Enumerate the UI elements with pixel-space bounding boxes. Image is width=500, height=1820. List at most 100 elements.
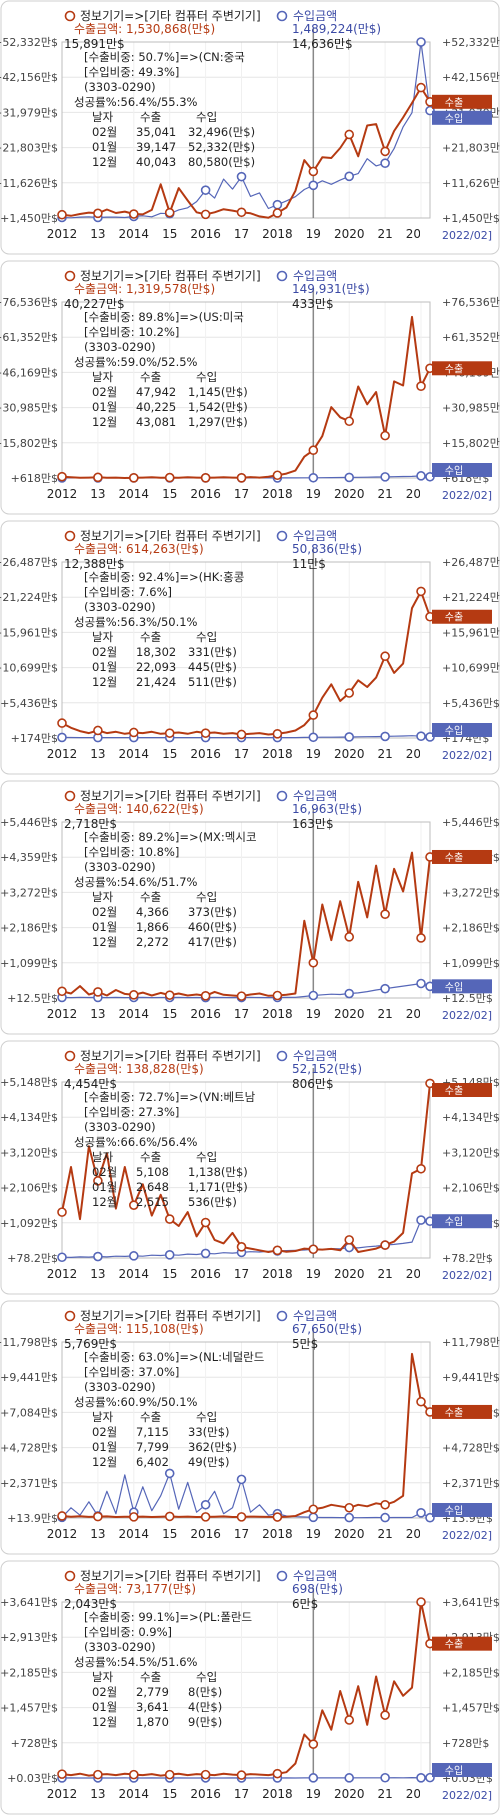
table-month: 01월	[92, 1700, 117, 1714]
export-series-line-point	[236, 729, 247, 740]
x-tick-label: 2016	[190, 747, 221, 761]
table-import-value: 1,138(만$)	[188, 1165, 248, 1179]
table-import-value: 460(만$)	[188, 920, 237, 934]
x-tick-label: 2020	[334, 487, 365, 501]
legend-import-marker	[276, 1310, 288, 1322]
legend-import-label: 수입금액	[293, 1049, 337, 1063]
x-tick-label: 2018	[262, 1527, 293, 1541]
import-series-line-point	[57, 732, 67, 743]
table-export-value: 40,225	[136, 400, 176, 414]
chart-svg: +3,641만$+3,641만$+2,913만$+2,913만$+2,185만$…	[0, 1560, 500, 1815]
export-total: 수출금액: 73,177(만$)	[74, 1582, 196, 1596]
table-header-date: 날자	[92, 370, 114, 384]
export-share: [수출비중: 89.2%]=>(MX:멕시코	[84, 830, 257, 844]
export-flag-bg	[432, 94, 492, 109]
y-tick-label-left: +618만$	[11, 472, 58, 485]
date-badge: 2022/02]	[442, 749, 492, 762]
table-export-value: 4,366	[136, 905, 169, 919]
import-series-line-point	[416, 978, 426, 989]
x-tick-label: 13	[90, 1267, 105, 1281]
table-month: 01월	[92, 400, 117, 414]
import-series-line-point	[164, 1468, 175, 1479]
export-peak: 12,388만$	[64, 557, 125, 571]
product-code: (3303-0290)	[84, 1380, 156, 1394]
panel-frame	[0, 260, 500, 515]
export-series-line-point	[57, 209, 67, 220]
table-export-value: 3,641	[136, 1700, 169, 1714]
legend-export-marker	[64, 530, 76, 542]
table-export-value: 2,779	[136, 1685, 169, 1699]
export-flag: 수출	[445, 612, 463, 624]
y-tick-label-left: +4,134만$	[0, 1111, 58, 1124]
table-header-import: 수입	[196, 630, 217, 644]
table-month: 12월	[92, 1455, 117, 1469]
import-series-line-point	[308, 990, 319, 1001]
export-flag: 수출	[445, 1639, 463, 1651]
y-tick-label-right: +42,156만$	[442, 71, 500, 84]
import-series-line-point	[380, 472, 390, 482]
y-tick-label-left: +78.2만$	[7, 1252, 58, 1265]
legend-export-marker	[64, 790, 76, 802]
export-flag-bg	[432, 849, 492, 864]
import-series-line-point	[200, 185, 211, 195]
legend-export-label: 정보기기=>[기타 컴퓨터 주변기기]	[80, 1049, 261, 1063]
import-series-line-point	[380, 1772, 390, 1783]
chart-panel: +26,487만$ +26,487만$ +21,224만$ +21,224만$ +15,…	[0, 520, 500, 775]
import-series-line-point	[308, 472, 319, 483]
x-tick-label: 2012	[47, 1267, 78, 1281]
x-tick-label: 17	[234, 227, 249, 241]
x-tick-label: 2012	[47, 1527, 78, 1541]
y-tick-label-left: +1,450만$	[0, 212, 58, 225]
legend-import-marker	[276, 1570, 288, 1582]
table-import-value: 80,580(만$)	[188, 155, 255, 169]
chart-svg: +5,148만$ +5,148만$+4,134만$ +4,134만$+3,120만$…	[0, 1040, 500, 1295]
import-series-line-point	[416, 731, 426, 741]
import-series-line-point	[380, 1512, 390, 1523]
x-tick-label: 2016	[190, 1527, 221, 1541]
x-tick-label: 2012	[47, 747, 78, 761]
chart-svg: +52,332만$ +52,332만$ +42,156만$ +42,156만$ +31,…	[0, 0, 500, 255]
export-series-line-point	[380, 1240, 390, 1250]
x-tick-label: 2012	[47, 1787, 78, 1801]
export-share: [수출비중: 89.8%]=>(US:미국	[84, 310, 244, 324]
table-export-value: 2,272	[136, 935, 169, 949]
export-series-line-point	[200, 473, 211, 483]
import-share: [수입비중: 7.6%]	[84, 585, 172, 599]
legend-import-marker	[276, 1050, 288, 1062]
table-export-value: 7,799	[136, 1440, 169, 1454]
table-month: 12월	[92, 415, 117, 429]
x-tick-label: 2020	[334, 227, 365, 241]
export-flag: 수출	[445, 97, 463, 109]
y-tick-label-left: +2,186만$	[0, 922, 58, 935]
export-series-line-point	[57, 1769, 67, 1779]
export-peak: 40,227만$	[64, 297, 125, 311]
x-tick-label: 13	[90, 1787, 105, 1801]
panel-frame	[0, 1040, 500, 1295]
export-series-line-point	[380, 909, 390, 919]
x-tick-label: 21	[377, 1007, 392, 1021]
legend-export-label: 정보기기=>[기타 컴퓨터 주변기기]	[80, 1569, 261, 1583]
product-code: (3303-0290)	[84, 860, 156, 874]
export-series-line-point	[308, 1739, 319, 1749]
export-series-line-point	[164, 207, 175, 218]
export-series-line-point	[129, 473, 139, 483]
table-month: 12월	[92, 935, 117, 949]
import-flag: 수입	[445, 724, 463, 737]
product-code: (3303-0290)	[84, 1120, 156, 1134]
export-series-line-point	[236, 1242, 247, 1252]
x-tick-label: 13	[90, 1007, 105, 1021]
export-series-line-point	[164, 1769, 175, 1780]
import-series-line-point	[416, 471, 426, 481]
legend-export-marker	[64, 1570, 76, 1582]
import-series-line-point	[416, 1508, 426, 1518]
product-code: (3303-0290)	[84, 600, 156, 614]
import-series-line	[61, 1472, 431, 1519]
export-series-line-point	[344, 129, 355, 140]
y-tick-label-left: +3,641만$	[0, 1596, 58, 1609]
y-tick-label-left: +2,913만$	[0, 1631, 58, 1644]
y-tick-label-right: +15,961만$	[442, 626, 500, 639]
table-import-value: 32,496(만$)	[188, 125, 255, 139]
table-export-value: 47,942	[136, 385, 176, 399]
export-series-line-point	[93, 472, 103, 483]
